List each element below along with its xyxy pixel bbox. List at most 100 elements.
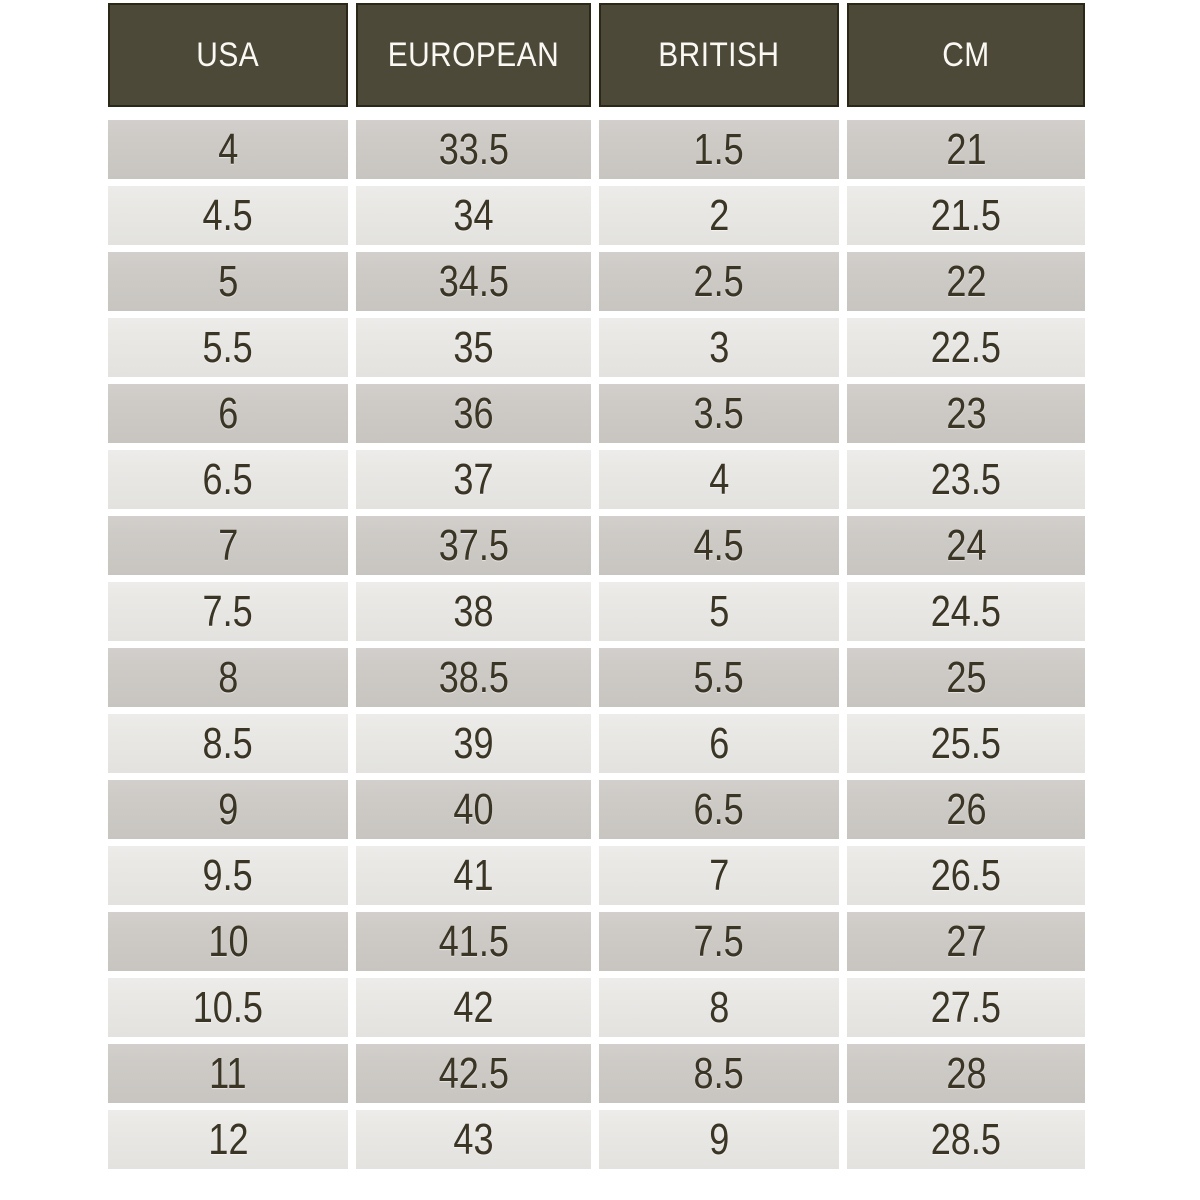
column-header-usa: USA	[108, 3, 348, 107]
table-cell: 10.5	[108, 978, 348, 1037]
table-cell-value: 26.5	[930, 850, 1002, 900]
table-cell-value: 35	[453, 322, 494, 372]
table-cell: 25	[847, 648, 1085, 707]
table-cell: 21	[847, 120, 1085, 179]
table-cell: 41.5	[356, 912, 591, 971]
table-cell-value: 2.5	[693, 256, 745, 306]
column-header-cm: CM	[847, 3, 1085, 107]
table-cell-value: 24.5	[930, 586, 1002, 636]
table-cell: 34.5	[356, 252, 591, 311]
table-cell-value: 7	[217, 520, 239, 570]
table-cell-value: 4	[217, 124, 239, 174]
table-row: 9.5 41 7 26.5	[108, 846, 1085, 905]
table-cell-value: 41	[453, 850, 494, 900]
table-cell: 42	[356, 978, 591, 1037]
table-row: 11 42.5 8.5 28	[108, 1044, 1085, 1103]
table-cell: 6	[108, 384, 348, 443]
table-cell: 40	[356, 780, 591, 839]
table-cell-value: 38.5	[438, 652, 509, 702]
table-cell-value: 37	[453, 454, 494, 504]
table-cell: 8.5	[108, 714, 348, 773]
table-cell-value: 8.5	[202, 718, 254, 768]
table-row: 7 37.5 4.5 24	[108, 516, 1085, 575]
table-cell: 4	[108, 120, 348, 179]
table-cell: 2	[599, 186, 839, 245]
table-cell: 25.5	[847, 714, 1085, 773]
table-row: 6.5 37 4 23.5	[108, 450, 1085, 509]
table-row: 12 43 9 28.5	[108, 1110, 1085, 1169]
table-cell: 9.5	[108, 846, 348, 905]
table-cell-value: 42.5	[438, 1048, 509, 1098]
table-cell-value: 7	[708, 850, 730, 900]
table-cell: 24	[847, 516, 1085, 575]
table-cell: 33.5	[356, 120, 591, 179]
table-row: 4.5 34 2 21.5	[108, 186, 1085, 245]
column-header-european-label: EUROPEAN	[387, 35, 560, 74]
table-cell: 28	[847, 1044, 1085, 1103]
column-header-cm-label: CM	[942, 35, 990, 74]
table-cell-value: 41.5	[438, 916, 509, 966]
table-cell-value: 7.5	[202, 586, 254, 636]
table-cell: 36	[356, 384, 591, 443]
table-cell-value: 9.5	[202, 850, 254, 900]
table-cell-value: 23	[945, 388, 987, 438]
table-cell-value: 25	[945, 652, 987, 702]
table-cell-value: 5.5	[202, 322, 254, 372]
table-cell: 12	[108, 1110, 348, 1169]
table-cell: 23	[847, 384, 1085, 443]
table-body: 4 33.5 1.5 21 4.5 34 2 21.5 5 34.5 2.5 22 5.5 35 3 22.5…	[108, 120, 1085, 1169]
table-cell-value: 3.5	[693, 388, 745, 438]
table-cell-value: 11	[209, 1048, 247, 1098]
table-cell-value: 40	[453, 784, 494, 834]
table-cell-value: 37.5	[438, 520, 509, 570]
table-cell: 9	[108, 780, 348, 839]
table-cell: 8	[599, 978, 839, 1037]
table-cell: 21.5	[847, 186, 1085, 245]
table-cell-value: 4	[708, 454, 730, 504]
table-cell: 6	[599, 714, 839, 773]
table-cell-value: 23.5	[930, 454, 1002, 504]
table-cell-value: 38	[453, 586, 494, 636]
column-header-european: EUROPEAN	[356, 3, 591, 107]
column-header-usa-label: USA	[196, 35, 260, 74]
table-cell: 26.5	[847, 846, 1085, 905]
table-cell-value: 28.5	[930, 1114, 1002, 1164]
table-cell-value: 9	[217, 784, 239, 834]
table-cell-value: 21	[945, 124, 987, 174]
table-cell-value: 42	[453, 982, 494, 1032]
shoe-size-conversion-table: USA EUROPEAN BRITISH CM 4 33.5 1.5 21 4.5 34 2…	[108, 3, 1085, 1169]
table-cell: 9	[599, 1110, 839, 1169]
table-cell: 34	[356, 186, 591, 245]
table-cell-value: 34	[453, 190, 494, 240]
table-cell: 43	[356, 1110, 591, 1169]
table-cell: 28.5	[847, 1110, 1085, 1169]
table-cell: 3	[599, 318, 839, 377]
table-row: 8 38.5 5.5 25	[108, 648, 1085, 707]
table-cell-value: 5.5	[693, 652, 745, 702]
table-cell: 27.5	[847, 978, 1085, 1037]
table-cell: 5.5	[599, 648, 839, 707]
table-cell: 7	[599, 846, 839, 905]
table-row: 7.5 38 5 24.5	[108, 582, 1085, 641]
table-cell: 37.5	[356, 516, 591, 575]
table-cell: 24.5	[847, 582, 1085, 641]
table-cell-value: 24	[945, 520, 987, 570]
table-row: 9 40 6.5 26	[108, 780, 1085, 839]
table-cell: 27	[847, 912, 1085, 971]
table-row: 5.5 35 3 22.5	[108, 318, 1085, 377]
table-cell: 6.5	[108, 450, 348, 509]
table-cell-value: 6.5	[693, 784, 745, 834]
table-cell-value: 36	[453, 388, 494, 438]
table-cell-value: 5	[708, 586, 730, 636]
table-cell-value: 6	[708, 718, 730, 768]
table-cell-value: 22	[945, 256, 987, 306]
table-row: 5 34.5 2.5 22	[108, 252, 1085, 311]
table-cell-value: 8	[708, 982, 730, 1032]
column-header-british: BRITISH	[599, 3, 839, 107]
table-cell: 5	[108, 252, 348, 311]
table-cell: 4.5	[108, 186, 348, 245]
table-cell: 2.5	[599, 252, 839, 311]
table-row: 8.5 39 6 25.5	[108, 714, 1085, 773]
table-cell-value: 10.5	[192, 982, 264, 1032]
table-cell: 6.5	[599, 780, 839, 839]
